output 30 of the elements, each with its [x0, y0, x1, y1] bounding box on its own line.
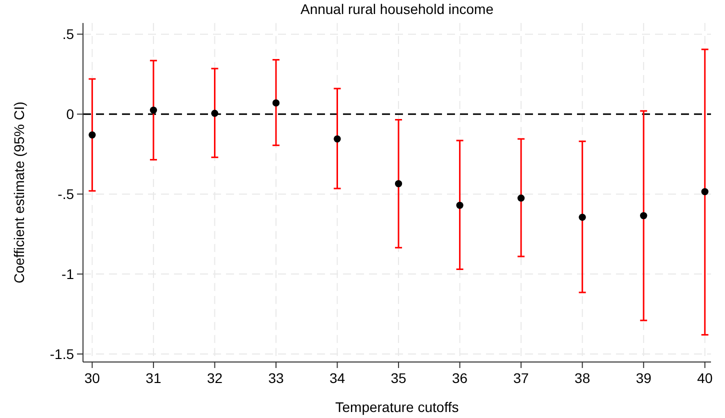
y-tick-label: -1.5 [50, 346, 74, 362]
x-tick-label: 35 [390, 370, 407, 386]
point [394, 180, 402, 188]
x-axis-title: Temperature cutoffs [335, 399, 459, 415]
point [701, 188, 708, 196]
x-tick-label: 34 [329, 370, 346, 386]
point [272, 99, 280, 107]
x-tick-label: 40 [697, 370, 713, 386]
chart-title: Annual rural household income [300, 1, 494, 17]
x-tick-label: 31 [146, 370, 162, 386]
y-tick-label: -.5 [58, 186, 74, 202]
x-tick-label: 38 [574, 370, 590, 386]
y-tick-label: .5 [62, 26, 74, 42]
y-axis-title: Coefficient estimate (95% CI) [11, 102, 27, 284]
y-tick-label: 0 [66, 106, 74, 122]
x-tick-label: 36 [452, 370, 468, 386]
point [578, 214, 586, 221]
point [150, 106, 158, 114]
x-tick-label: 30 [84, 370, 100, 386]
x-tick-label: 33 [268, 370, 284, 386]
point [456, 202, 464, 209]
point [334, 135, 341, 142]
x-tick-label: 37 [513, 370, 530, 386]
point [211, 110, 218, 117]
point [88, 131, 96, 138]
x-tick-label: 39 [636, 370, 652, 386]
point [640, 212, 648, 220]
point [518, 194, 525, 202]
y-tick-label: -1 [62, 266, 74, 282]
x-tick-label: 32 [206, 370, 223, 386]
